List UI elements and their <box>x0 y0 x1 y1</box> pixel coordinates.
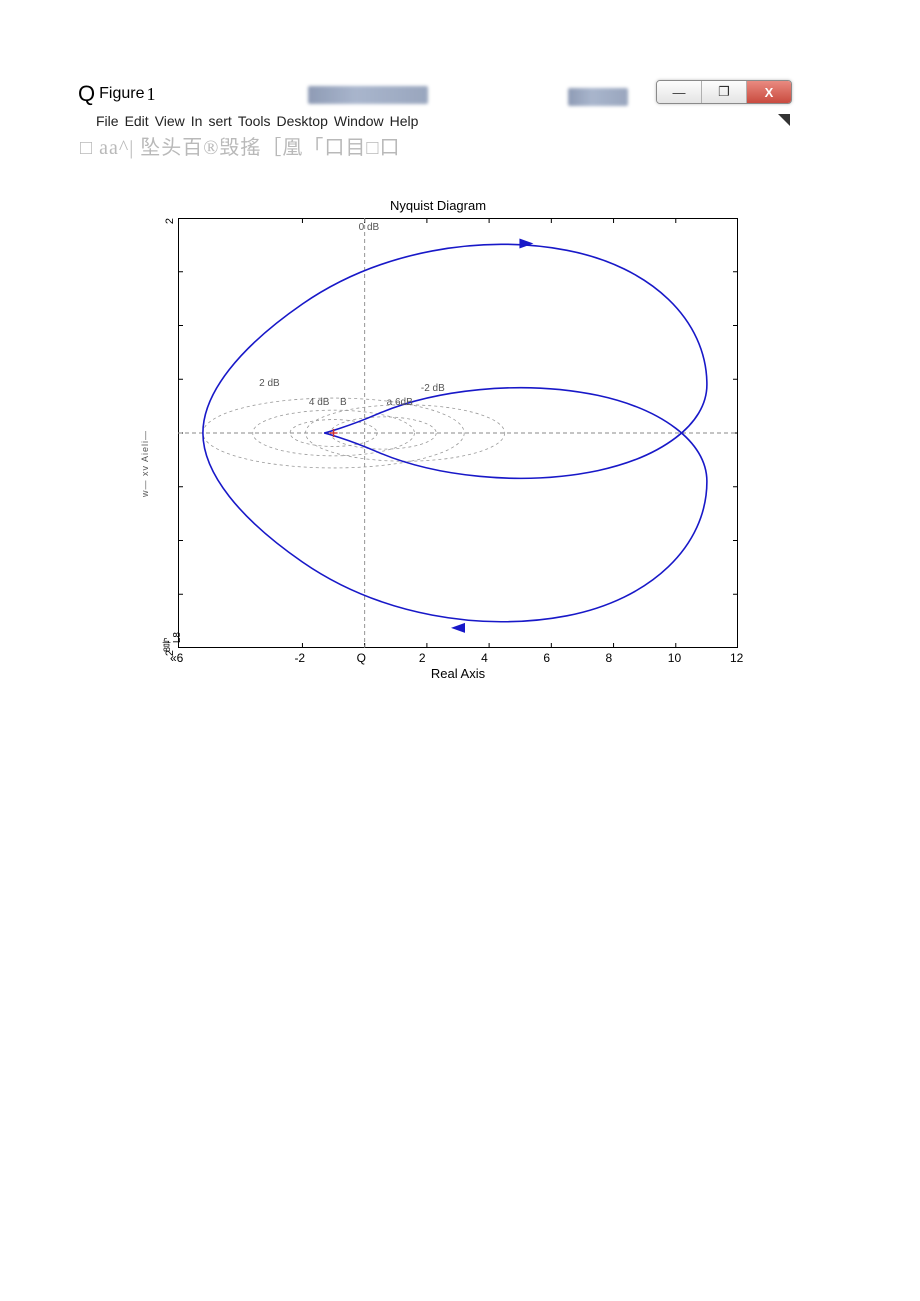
x-tick-label: 2 <box>419 651 426 665</box>
db-label: 2 dB <box>259 378 280 389</box>
x-tick-label: 8 <box>606 651 613 665</box>
menu-bar: File Edit View In sert Tools Desktop Win… <box>78 110 792 132</box>
menu-help[interactable]: Help <box>390 113 419 129</box>
menu-edit[interactable]: Edit <box>125 113 149 129</box>
window-controls: — ❐ X <box>656 80 792 104</box>
menu-desktop[interactable]: Desktop <box>277 113 328 129</box>
nyquist-plot: Nyquist Diagram «6-2Q24681012 Real Axis … <box>158 200 758 680</box>
window-title: Figure <box>99 85 144 103</box>
menu-insert1[interactable]: In <box>191 113 203 129</box>
title-icon-q: Q <box>78 81 95 107</box>
window-title-number: 1 <box>146 84 155 105</box>
db-label: 4 dB <box>309 397 330 408</box>
close-button[interactable]: X <box>747 81 791 103</box>
maximize-button[interactable]: ❐ <box>702 81 747 103</box>
chart-title: Nyquist Diagram <box>158 198 718 213</box>
blur-patch-2 <box>568 88 628 106</box>
minimize-button[interactable]: — <box>657 81 702 103</box>
x-tick-label: 4 <box>481 651 488 665</box>
db-label: a 6dB <box>387 397 413 408</box>
figure-window: Q Figure 1 — ❐ X File Edit View In sert … <box>78 80 792 158</box>
db-label: 0 dB <box>359 222 380 233</box>
plot-canvas <box>178 218 738 648</box>
blur-patch-1 <box>308 86 428 104</box>
toolbar-garbled[interactable]: □ aa^| 坠头百®毁搖［凰「口目□口 <box>78 132 792 158</box>
db-label: -2 dB <box>421 383 445 394</box>
x-tick-label: Q <box>357 651 366 665</box>
menu-file[interactable]: File <box>96 113 119 129</box>
x-tick-label: 12 <box>730 651 743 665</box>
menu-insert2[interactable]: sert <box>208 113 231 129</box>
menu-window[interactable]: Window <box>334 113 384 129</box>
x-tick-label: 6 <box>543 651 550 665</box>
corner-bot3: 2 <box>164 650 176 656</box>
corner-bot1: L8 <box>172 632 183 643</box>
menu-tools[interactable]: Tools <box>238 113 271 129</box>
corner-top: 2 <box>164 218 176 224</box>
x-tick-label: -2 <box>294 651 305 665</box>
y-axis-label-garbled: w— xv Aieli— <box>140 430 150 497</box>
menu-view[interactable]: View <box>155 113 185 129</box>
x-tick-label: 10 <box>668 651 681 665</box>
dock-icon[interactable] <box>778 114 790 126</box>
db-label: B <box>340 397 347 408</box>
x-axis-label: Real Axis <box>178 666 738 681</box>
title-bar[interactable]: Q Figure 1 — ❐ X <box>78 80 792 108</box>
